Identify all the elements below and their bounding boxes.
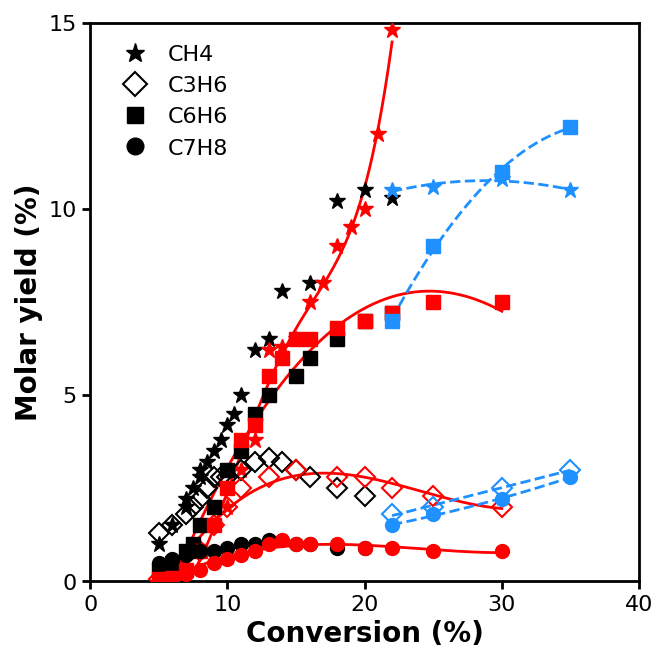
Y-axis label: Molar yield (%): Molar yield (%) <box>15 184 43 421</box>
X-axis label: Conversion (%): Conversion (%) <box>246 620 484 648</box>
Legend: CH4, C3H6, C6H6, C7H8: CH4, C3H6, C6H6, C7H8 <box>101 34 239 170</box>
